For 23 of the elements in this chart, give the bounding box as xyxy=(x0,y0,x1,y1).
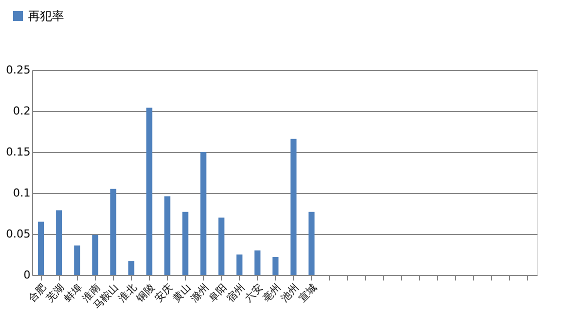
bar xyxy=(236,254,242,275)
bar xyxy=(200,152,206,275)
bar xyxy=(272,256,278,275)
y-tick-label: 0.1 xyxy=(13,186,30,200)
y-tick-label: 0 xyxy=(24,268,30,282)
bar xyxy=(290,138,297,275)
y-tick-label: 0.15 xyxy=(6,146,30,158)
y-tick-label: 0.25 xyxy=(6,64,30,76)
bar xyxy=(254,250,260,275)
bar xyxy=(218,218,224,275)
bar xyxy=(146,108,152,275)
bar xyxy=(56,210,62,275)
y-tick-label: 0.2 xyxy=(13,104,30,118)
bar xyxy=(164,196,170,275)
bar xyxy=(128,261,134,275)
bar xyxy=(38,222,44,275)
bar xyxy=(308,212,315,275)
y-tick-label: 0.05 xyxy=(6,228,30,240)
bar xyxy=(110,188,116,275)
bar xyxy=(182,212,188,275)
legend-label: 再犯率 xyxy=(28,9,64,23)
bar xyxy=(74,245,80,275)
bar xyxy=(92,234,98,275)
